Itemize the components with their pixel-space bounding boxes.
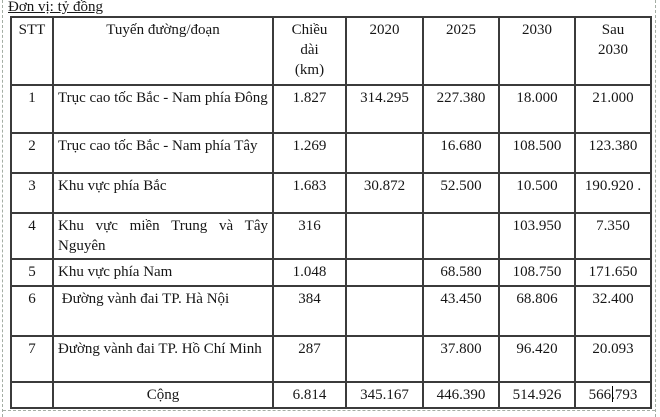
row-2-stt[interactable]: 2 [10,132,54,174]
header-length[interactable]: Chiều dài (km) [272,16,347,86]
table-row-2: 2 Trục cao tốc Bắc - Nam phía Tây 1.269 … [10,132,652,174]
row-5-2025[interactable]: 68.580 [422,258,500,287]
totals-2030[interactable]: 514.926 [498,381,576,409]
row-2-2030[interactable]: 108.500 [498,132,576,174]
row-3-2025[interactable]: 52.500 [422,172,500,214]
row-4-2025[interactable] [422,212,500,260]
row-3-2030[interactable]: 10.500 [498,172,576,214]
row-6-sau2030[interactable]: 32.400 [574,285,652,337]
row-1-route[interactable]: Trục cao tốc Bắc - Nam phía Đông [52,84,274,134]
row-5-length[interactable]: 1.048 [272,258,347,287]
row-5-stt[interactable]: 5 [10,258,54,287]
row-4-sau2030[interactable]: 7.350 [574,212,652,260]
row-2-2020[interactable] [345,132,424,174]
header-sau-line1: Sau [601,22,625,38]
row-7-2020[interactable] [345,335,424,383]
header-length-line3: (km) [294,62,325,78]
row-2-length[interactable]: 1.269 [272,132,347,174]
header-2030[interactable]: 2030 [498,16,576,86]
row-6-route[interactable]: Đường vành đai TP. Hà Nội [52,285,274,337]
row-6-2025[interactable]: 43.450 [422,285,500,337]
totals-label[interactable]: Cộng [52,381,274,409]
header-sau-2030[interactable]: Sau 2030 [574,16,652,86]
unit-label[interactable]: Đơn vị: tỷ đồng [8,0,104,15]
text-boundary-right [655,0,656,417]
row-1-length[interactable]: 1.827 [272,84,347,134]
row-6-2020[interactable] [345,285,424,337]
row-2-sau2030[interactable]: 123.380 [574,132,652,174]
row-3-2020[interactable]: 30.872 [345,172,424,214]
row-1-2020[interactable]: 314.295 [345,84,424,134]
totals-sau2030-value: 566.793 [588,387,638,403]
header-sau-line2: 2030 [598,42,628,58]
row-7-length[interactable]: 287 [272,335,347,383]
row-3-route[interactable]: Khu vực phía Bắc [52,172,274,214]
row-7-route[interactable]: Đường vành đai TP. Hồ Chí Minh [52,335,274,383]
table-row-1: 1 Trục cao tốc Bắc - Nam phía Đông 1.827… [10,84,652,134]
table-row-7: 7 Đường vành đai TP. Hồ Chí Minh 287 37.… [10,335,652,383]
row-2-2025[interactable]: 16.680 [422,132,500,174]
row-4-length[interactable]: 316 [272,212,347,260]
totals-2020[interactable]: 345.167 [345,381,424,409]
row-4-2030[interactable]: 103.950 [498,212,576,260]
totals-2025[interactable]: 446.390 [422,381,500,409]
row-3-sau2030[interactable]: 190.920 . [574,172,652,214]
row-7-stt[interactable]: 7 [10,335,54,383]
row-1-stt[interactable]: 1 [10,84,54,134]
row-3-length[interactable]: 1.683 [272,172,347,214]
row-6-length[interactable]: 384 [272,285,347,337]
text-boundary-left [2,0,3,417]
row-5-route[interactable]: Khu vực phía Nam [52,258,274,287]
row-7-2025[interactable]: 37.800 [422,335,500,383]
row-7-sau2030[interactable]: 20.093 [574,335,652,383]
row-7-2030[interactable]: 96.420 [498,335,576,383]
header-length-line1: Chiều [291,22,328,38]
text-boundary-bottom [3,410,655,411]
row-2-route[interactable]: Trục cao tốc Bắc - Nam phía Tây [52,132,274,174]
table-row-4: 4 Khu vực miền Trung và Tây Nguyên 316 1… [10,212,652,260]
table-row-5: 5 Khu vực phía Nam 1.048 68.580 108.750 … [10,258,652,287]
row-3-stt[interactable]: 3 [10,172,54,214]
header-length-line2: dài [300,42,319,58]
header-2020[interactable]: 2020 [345,16,424,86]
table-row-3: 3 Khu vực phía Bắc 1.683 30.872 52.500 1… [10,172,652,214]
totals-stt-cell[interactable] [10,381,54,409]
row-5-2020[interactable] [345,258,424,287]
totals-length[interactable]: 6.814 [272,381,347,409]
row-4-route[interactable]: Khu vực miền Trung và Tây Nguyên [52,212,274,260]
table-row-6: 6 Đường vành đai TP. Hà Nội 384 43.450 6… [10,285,652,337]
header-stt[interactable]: STT [10,16,54,86]
text-caret [612,386,613,402]
row-6-stt[interactable]: 6 [10,285,54,337]
table-totals-row: Cộng 6.814 345.167 446.390 514.926 566.7… [10,381,652,409]
table-header-row: STT Tuyến đường/đoạn Chiều dài (km) 2020… [10,16,652,86]
row-5-2030[interactable]: 108.750 [498,258,576,287]
row-4-2020[interactable] [345,212,424,260]
row-5-sau2030[interactable]: 171.650 [574,258,652,287]
header-route[interactable]: Tuyến đường/đoạn [52,16,274,86]
row-4-stt[interactable]: 4 [10,212,54,260]
totals-sau2030-cell[interactable]: 566.793 [574,381,652,409]
row-1-2030[interactable]: 18.000 [498,84,576,134]
cost-table: STT Tuyến đường/đoạn Chiều dài (km) 2020… [10,16,652,409]
row-6-2030[interactable]: 68.806 [498,285,576,337]
row-1-2025[interactable]: 227.380 [422,84,500,134]
header-2025[interactable]: 2025 [422,16,500,86]
row-1-sau2030[interactable]: 21.000 [574,84,652,134]
